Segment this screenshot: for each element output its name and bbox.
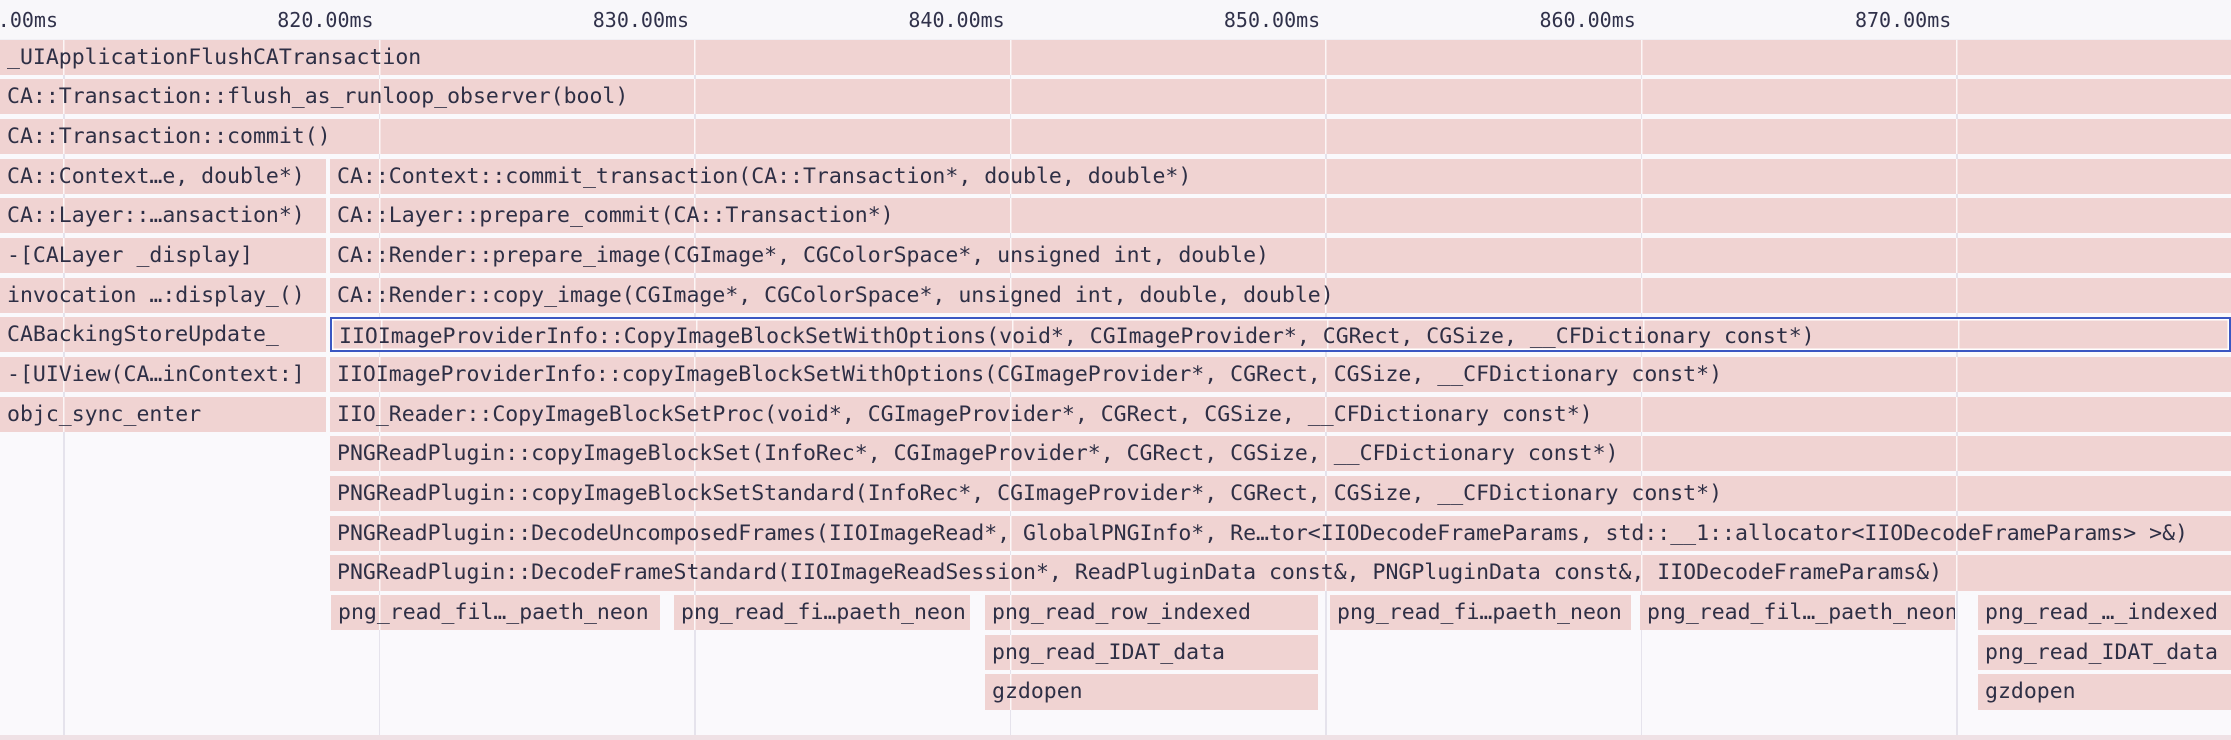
stack-frame-bar[interactable]: -[UIView(CA…inContext:]	[0, 356, 326, 393]
stack-frame-bar[interactable]: PNGReadPlugin::DecodeUncomposedFrames(II…	[330, 515, 2231, 551]
stack-frame-label: png_read_IDAT_data	[1985, 639, 2218, 665]
stack-frame-label: CA::Render::copy_image(CGImage*, CGColor…	[337, 282, 1334, 308]
stack-frame-label: -[UIView(CA…inContext:]	[7, 361, 305, 387]
stack-frame-label: objc_sync_enter	[7, 401, 202, 427]
stack-frame-bar[interactable]: IIO_Reader::CopyImageBlockSetProc(void*,…	[330, 396, 2231, 432]
stack-frame-bar[interactable]: png_read_fi…paeth_neon	[1330, 594, 1631, 631]
stack-frame-label: IIOImageProviderInfo::CopyImageBlockSetW…	[339, 324, 1815, 350]
ruler-tick-label: 820.00ms	[277, 8, 374, 32]
stack-frame-label: CA::Transaction::commit()	[7, 123, 331, 149]
stack-frame-label: png_read_fi…paeth_neon	[681, 599, 966, 625]
stack-frame-bar[interactable]: png_read_fi…paeth_neon	[674, 594, 970, 631]
stack-frame-label: CA::Render::prepare_image(CGImage*, CGCo…	[337, 242, 1269, 268]
stack-frame-bar[interactable]: CA::Context::commit_transaction(CA::Tran…	[330, 158, 2231, 194]
stack-frame-label: -[CALayer _display]	[7, 242, 253, 268]
stack-frame-bar-selected[interactable]: IIOImageProviderInfo::CopyImageBlockSetW…	[330, 317, 2231, 353]
stack-frame-label: png_read_row_indexed	[992, 599, 1251, 625]
stack-frame-bar[interactable]: PNGReadPlugin::copyImageBlockSetStandard…	[330, 475, 2231, 512]
stack-frame-label: CA::Layer::prepare_commit(CA::Transactio…	[337, 203, 894, 229]
stack-frame-bar[interactable]: -[CALayer _display]	[0, 237, 326, 274]
stack-frame-bar[interactable]: PNGReadPlugin::DecodeFrameStandard(IIOIm…	[330, 555, 2231, 591]
ruler-tick-label: 840.00ms	[908, 8, 1005, 32]
stack-frame-bar[interactable]: _UIApplicationFlushCATransaction	[0, 39, 2231, 75]
stack-frame-bar[interactable]: CA::Render::prepare_image(CGImage*, CGCo…	[330, 237, 2231, 274]
stack-frame-label: gzdopen	[992, 679, 1083, 705]
stack-frame-label: png_read_fi…paeth_neon	[1337, 599, 1622, 625]
stack-frame-bar[interactable]: CA::Render::copy_image(CGImage*, CGColor…	[330, 277, 2231, 313]
stack-frame-label: CABackingStoreUpdate_	[7, 322, 279, 348]
bottom-row-strip	[0, 735, 2231, 740]
stack-frame-label: png_read_IDAT_data	[992, 639, 1225, 665]
stack-frame-label: PNGReadPlugin::copyImageBlockSetStandard…	[337, 480, 1723, 506]
stack-frame-label: PNGReadPlugin::DecodeUncomposedFrames(II…	[337, 520, 2189, 546]
stack-frame-label: PNGReadPlugin::DecodeFrameStandard(IIOIm…	[337, 560, 1943, 586]
stack-frame-bar[interactable]: png_read_fil…_paeth_neon	[1640, 594, 1955, 631]
stack-frame-bar[interactable]: png_read_IDAT_data	[1978, 634, 2231, 670]
stack-frame-bar[interactable]: CA::Layer::…ansaction*)	[0, 198, 326, 234]
stack-frame-label: CA::Transaction::flush_as_runloop_observ…	[7, 84, 629, 110]
stack-frame-label: IIO_Reader::CopyImageBlockSetProc(void*,…	[337, 401, 1593, 427]
ruler-tick-label: 810.00ms	[0, 8, 58, 32]
stack-frame-bar[interactable]: CA::Transaction::commit()	[0, 118, 2231, 155]
stack-frame-bar[interactable]: CABackingStoreUpdate_	[0, 317, 326, 353]
ruler-tick-label: 850.00ms	[1223, 8, 1321, 32]
stack-frame-bar[interactable]: CA::Layer::prepare_commit(CA::Transactio…	[330, 198, 2231, 234]
ruler-tick-label: 860.00ms	[1539, 8, 1636, 32]
stack-frame-bar[interactable]: png_read_row_indexed	[985, 594, 1318, 631]
stack-frame-label: CA::Context…e, double*)	[7, 163, 305, 189]
stack-frame-bar[interactable]: CA::Context…e, double*)	[0, 158, 326, 194]
stack-frame-label: invocation …:display_()	[7, 282, 305, 308]
stack-frame-bar[interactable]: IIOImageProviderInfo::copyImageBlockSetW…	[330, 356, 2231, 393]
stack-frame-label: gzdopen	[1985, 679, 2076, 705]
stack-frame-label: png_read_…_indexed	[1985, 599, 2218, 625]
stack-frame-bar[interactable]: gzdopen	[985, 674, 1318, 710]
stack-frame-bar[interactable]: PNGReadPlugin::copyImageBlockSet(InfoRec…	[330, 436, 2231, 472]
timeline-ruler[interactable]: 810.00ms 820.00ms 830.00ms 840.00ms 850.00ms…	[0, 0, 2231, 40]
stack-frame-label: IIOImageProviderInfo::copyImageBlockSetW…	[337, 361, 1723, 387]
ruler-tick-label: 870.00ms	[1854, 8, 1952, 32]
stack-frame-bar[interactable]: CA::Transaction::flush_as_runloop_observ…	[0, 79, 2231, 115]
stack-frame-bar[interactable]: gzdopen	[1978, 674, 2231, 710]
stack-frame-label: PNGReadPlugin::copyImageBlockSet(InfoRec…	[337, 441, 1619, 467]
stack-frame-bar[interactable]: png_read_IDAT_data	[985, 634, 1318, 670]
stack-frame-bar[interactable]: png_read_fil…_paeth_neon	[331, 594, 660, 631]
stack-frame-label: _UIApplicationFlushCATransaction	[7, 44, 422, 70]
stack-frame-label: CA::Layer::…ansaction*)	[7, 203, 305, 229]
stack-frame-label: png_read_fil…_paeth_neon	[1647, 599, 1955, 625]
stack-frame-label: CA::Context::commit_transaction(CA::Tran…	[337, 163, 1192, 189]
ruler-tick-label: 830.00ms	[592, 8, 690, 32]
stack-frame-bar[interactable]: invocation …:display_()	[0, 277, 326, 313]
stack-frame-label: png_read_fil…_paeth_neon	[338, 599, 649, 625]
stack-frame-bar[interactable]: png_read_…_indexed	[1978, 594, 2231, 631]
stack-frame-bar[interactable]: objc_sync_enter	[0, 396, 326, 432]
